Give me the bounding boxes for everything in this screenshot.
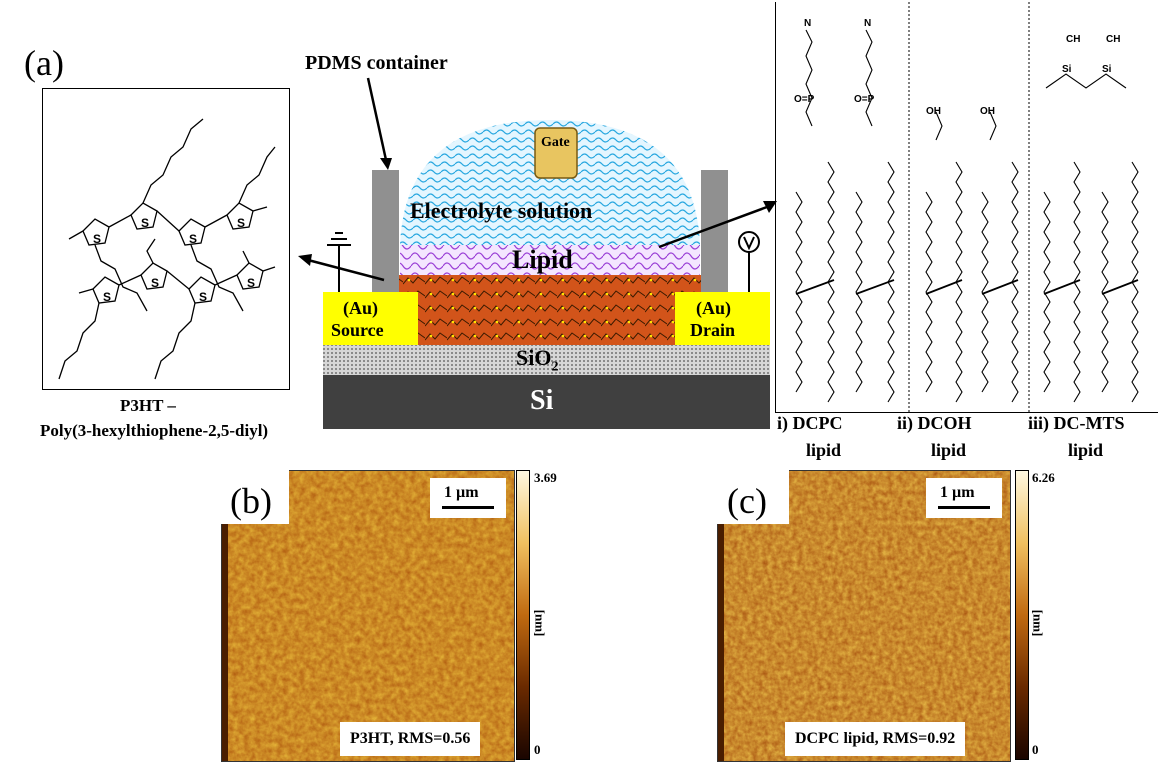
lipid-layer-label: Lipid (512, 245, 573, 274)
sio2-text: SiO (516, 345, 552, 370)
svg-text:S: S (103, 290, 111, 304)
drain-label-top: (Au) (696, 298, 731, 318)
source-label-bottom: Source (331, 320, 384, 340)
colorbar-c-max: 6.26 (1032, 470, 1055, 485)
lipid-pointer-arrow (658, 201, 777, 249)
afm-texture-dcpc (718, 471, 1010, 761)
si-label: Si (530, 385, 554, 416)
sio2-label: SiO2 (516, 345, 558, 375)
colorbar-c-min: 0 (1032, 742, 1039, 757)
colorbar-c (1015, 470, 1029, 760)
colorbar-b-min: 0 (534, 742, 541, 757)
svg-text:S: S (237, 216, 245, 230)
svg-text:S: S (141, 216, 149, 230)
svg-text:OH: OH (980, 106, 995, 117)
svg-text:S: S (151, 276, 159, 290)
lipid-type-2-line2: lipid (931, 440, 967, 460)
scale-bar-line-c (938, 506, 990, 509)
svg-text:N: N (804, 18, 811, 29)
colorbar-c-unit: [nm] (1030, 609, 1046, 637)
svg-text:CH: CH (1066, 34, 1080, 45)
panel-c-letter: (c) (727, 481, 767, 521)
rms-label-c: DCPC lipid, RMS=0.92 (785, 722, 966, 756)
scale-bar-box-c: 1 µm (926, 478, 1002, 518)
electrolyte-label: Electrolyte solution (410, 198, 593, 223)
colorbar-b (516, 470, 530, 760)
lipid-structures-box: N N O=P O=P OH OH Si Si CH CH (775, 2, 1158, 413)
p3ht-title: P3HT – (120, 396, 176, 415)
panel-b-letter-mask (221, 468, 289, 524)
pdms-container-label: PDMS container (305, 52, 448, 74)
lipid-type-3-line2: lipid (1068, 440, 1104, 460)
svg-text:Si: Si (1062, 64, 1072, 75)
source-label-top: (Au) (343, 298, 378, 318)
lipid-type-2-line1: ii) DCOH (897, 413, 972, 433)
svg-text:Si: Si (1102, 64, 1112, 75)
p3ht-pointer-arrow (298, 254, 385, 282)
pdms-pointer-arrow (366, 77, 392, 170)
device-cross-section (323, 120, 770, 429)
panel-a-letter: (a) (24, 43, 64, 83)
svg-text:S: S (247, 276, 255, 290)
colorbar-b-unit: [nm] (532, 609, 548, 637)
svg-text:O=P: O=P (794, 94, 815, 105)
scale-bar-line-b (442, 506, 494, 509)
rms-label-b: P3HT, RMS=0.56 (340, 722, 481, 756)
panel-c-letter-mask (717, 468, 789, 524)
gate-label: Gate (541, 135, 570, 150)
svg-text:CH: CH (1106, 34, 1120, 45)
lipid-type-1-line2: lipid (806, 440, 842, 460)
sio2-subscript: 2 (551, 359, 559, 375)
svg-text:S: S (199, 290, 207, 304)
lipid-type-1-line1: i) DCPC (777, 413, 843, 433)
afm-image-dcpc (717, 470, 1011, 762)
lipid-structures-drawing: N N O=P O=P OH OH Si Si CH CH (794, 2, 1139, 412)
svg-text:S: S (93, 232, 101, 246)
svg-text:S: S (189, 232, 197, 246)
drain-label-bottom: Drain (690, 320, 735, 340)
colorbar-b-max: 3.69 (534, 470, 557, 485)
scale-bar-box-b: 1 µm (430, 478, 506, 518)
p3ht-full-name: Poly(3-hexylthiophene-2,5-diyl) (40, 421, 269, 440)
p3ht-structure-box: S S S S S S S S (42, 88, 290, 390)
scale-bar-label-b: 1 µm (444, 484, 479, 501)
p3ht-structure-drawing: S S S S S S S S (58, 118, 276, 380)
panel-b-letter: (b) (230, 481, 272, 521)
scale-bar-label-c: 1 µm (940, 484, 975, 501)
svg-text:N: N (864, 18, 871, 29)
svg-text:OH: OH (926, 106, 941, 117)
lipid-type-3-line1: iii) DC-MTS (1028, 413, 1125, 433)
svg-text:O=P: O=P (854, 94, 875, 105)
